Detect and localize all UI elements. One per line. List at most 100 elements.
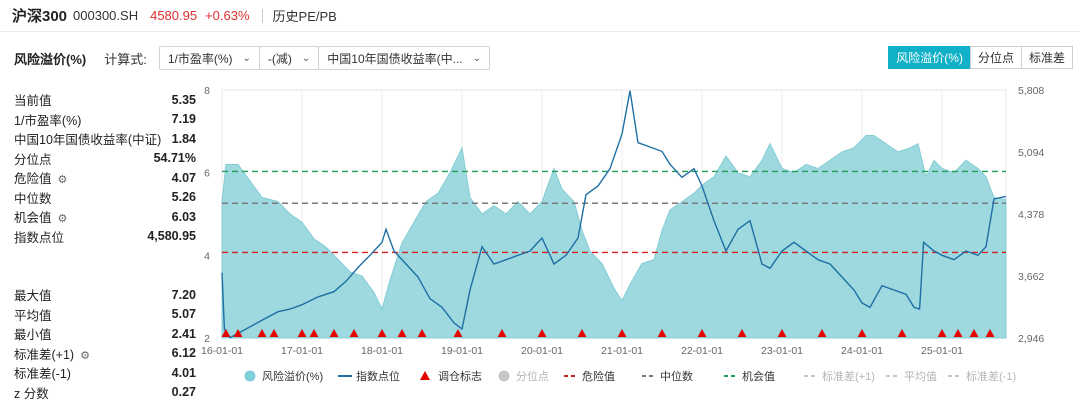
view-tabs: 风险溢价(%) 分位点 标准差	[888, 46, 1073, 69]
stat-label-wrap: 标准差(+1) ⚙	[14, 344, 90, 363]
adjust-marker	[417, 329, 427, 337]
legend-item[interactable]: 风险溢价(%)	[244, 369, 324, 383]
legend-item[interactable]: 平均值	[886, 370, 937, 383]
legend-dot-icon	[498, 370, 510, 382]
adjust-marker	[377, 329, 387, 337]
gear-icon[interactable]: ⚙	[57, 213, 68, 226]
risk-premium-chart: 2 4 6 8 2,946 3,662 4,378 5,094 5,808 16-01-01 17-…	[201, 85, 1044, 383]
stat-label-wrap: 最大值	[14, 285, 52, 304]
operator-select-value: -(减)	[267, 51, 292, 66]
stats-bottom-group: 最大值 7.20 平均值 5.07 最小值 2.41 标准差(+1) ⚙ 6.12 标准差(-1)…	[14, 285, 196, 402]
stat-row: 平均值 5.07	[14, 305, 196, 325]
x-tick-label: 21-01-01	[601, 345, 643, 357]
adjust-marker	[777, 329, 787, 337]
stat-row: 当前值 5.35	[14, 90, 196, 110]
stat-row: 指数点位 4,580.95	[14, 227, 196, 247]
adjust-marker	[397, 329, 407, 337]
stat-row: 中国10年国债收益率(中证) 1.84	[14, 129, 196, 149]
adjust-marker	[297, 329, 307, 337]
stat-label: 1/市盈率(%)	[14, 113, 82, 128]
legend-item[interactable]: 标准差(+1)	[804, 369, 875, 383]
stat-label: z 分数	[14, 386, 49, 401]
stat-label-wrap: 危险值 ⚙	[14, 168, 67, 187]
risk-premium-area	[221, 135, 1007, 339]
index-price: 4580.95	[150, 8, 198, 23]
legend-label: 标准差(+1)	[822, 369, 875, 383]
metric-title: 风险溢价(%)	[14, 51, 87, 67]
y-left-tick-label: 8	[204, 85, 210, 97]
legend-item[interactable]: 机会值	[724, 369, 775, 383]
x-tick-label: 16-01-01	[201, 345, 243, 357]
legend-item[interactable]: 中位数	[642, 369, 693, 383]
controls-bar: 风险溢价(%) 计算式: 1/市盈率(%) ⌄ -(减) ⌄ 中国10年国债收益…	[0, 44, 1080, 72]
adjust-marker	[657, 329, 667, 337]
stat-value: 6.12	[171, 346, 196, 361]
y-right-tick-label: 3,662	[1018, 271, 1044, 283]
gear-icon[interactable]: ⚙	[80, 349, 90, 362]
adjust-marker	[269, 329, 279, 337]
chevron-down-icon: ⌄	[242, 52, 251, 64]
legend-label: 危险值	[582, 369, 615, 383]
legend-item[interactable]: 调仓标志	[420, 369, 482, 383]
numerator-select[interactable]: 1/市盈率(%) ⌄	[158, 46, 260, 70]
stat-label-wrap: 指数点位	[14, 227, 64, 246]
adjust-marker	[985, 329, 995, 337]
stats-top-group: 当前值 5.35 1/市盈率(%) 7.19 中国10年国债收益率(中证) 1.84 分位点…	[14, 90, 196, 246]
stat-label-wrap: 最小值	[14, 324, 52, 343]
stat-value: 7.19	[171, 112, 196, 127]
stat-value: 6.03	[171, 209, 196, 224]
legend-dot-icon	[244, 370, 256, 382]
stat-value: 4.01	[171, 365, 196, 380]
stat-row: 机会值 ⚙ 6.03	[14, 207, 196, 227]
legend-label: 调仓标志	[438, 369, 482, 383]
legend-label: 机会值	[742, 369, 775, 383]
y-right-tick-label: 5,094	[1018, 147, 1044, 159]
legend-item[interactable]: 分位点	[498, 369, 550, 383]
legend-item[interactable]: 危险值	[564, 369, 615, 383]
stat-label: 中位数	[14, 191, 52, 206]
x-tick-label: 17-01-01	[281, 345, 323, 357]
gear-icon[interactable]: ⚙	[57, 174, 68, 187]
stat-row: 最大值 7.20	[14, 285, 196, 305]
header-bar: 沪深300 000300.SH 4580.95 +0.63% 历史PE/PB	[0, 0, 1080, 32]
legend-item[interactable]: 指数点位	[338, 369, 400, 383]
x-tick-label: 18-01-01	[361, 345, 403, 357]
operator-select[interactable]: -(减) ⌄	[258, 46, 320, 70]
adjust-marker	[953, 329, 963, 337]
numerator-select-value: 1/市盈率(%)	[167, 51, 233, 66]
stat-label: 当前值	[14, 94, 52, 109]
legend-label: 中位数	[660, 369, 693, 383]
adjust-marker	[817, 329, 827, 337]
tab-risk-premium[interactable]: 风险溢价(%)	[888, 46, 971, 69]
adjust-marker	[857, 329, 867, 337]
adjust-marker	[497, 329, 507, 337]
stat-label-wrap: 1/市盈率(%)	[14, 110, 81, 129]
legend-label: 标准差(-1)	[966, 369, 1016, 383]
y-right-tick-label: 2,946	[1018, 333, 1044, 345]
stat-value: 4,580.95	[147, 229, 196, 244]
adjust-marker	[937, 329, 947, 337]
bond-yield-select[interactable]: 中国10年国债收益率(中... ⌄	[318, 46, 491, 70]
stat-label: 中国10年国债收益率(中证)	[14, 133, 162, 148]
stat-label-wrap: 机会值 ⚙	[14, 207, 67, 226]
index-line	[221, 90, 1007, 339]
stat-label: 标准差(+1)	[14, 347, 75, 362]
stat-label-wrap: 当前值	[14, 90, 52, 109]
tab-percentile[interactable]: 分位点	[969, 46, 1022, 69]
adjust-marker	[257, 329, 267, 337]
tab-std-dev[interactable]: 标准差	[1020, 46, 1073, 69]
x-tick-label: 24-01-01	[841, 345, 883, 357]
stat-value: 2.41	[171, 326, 196, 341]
legend-item[interactable]: 标准差(-1)	[948, 369, 1016, 383]
adjust-marker	[453, 329, 463, 337]
index-name: 沪深300	[12, 8, 68, 25]
stat-value: 4.07	[171, 170, 196, 185]
stat-row: 最小值 2.41	[14, 324, 196, 344]
history-pe-pb-link[interactable]: 历史PE/PB	[272, 9, 337, 24]
stat-value: 0.27	[171, 385, 196, 400]
stat-label: 指数点位	[14, 230, 65, 245]
stat-value: 54.71%	[153, 151, 196, 166]
stat-label: 最大值	[14, 289, 52, 304]
chevron-down-icon: ⌄	[472, 52, 482, 64]
stat-value: 7.20	[171, 287, 196, 302]
